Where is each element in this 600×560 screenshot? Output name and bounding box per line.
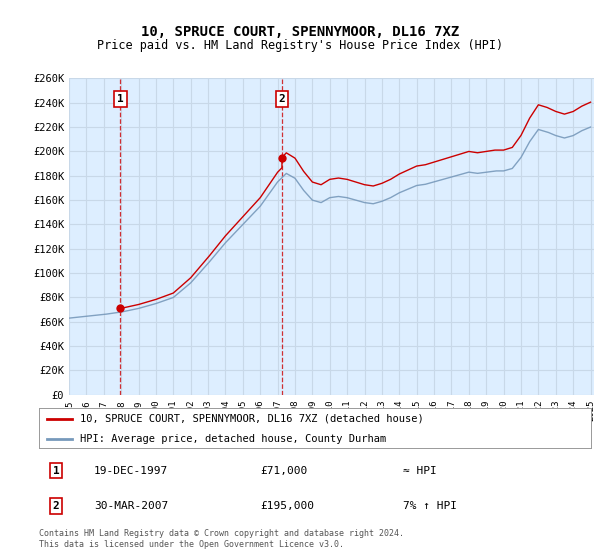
Text: 10, SPRUCE COURT, SPENNYMOOR, DL16 7XZ (detached house): 10, SPRUCE COURT, SPENNYMOOR, DL16 7XZ (… [80, 414, 424, 424]
Text: ≈ HPI: ≈ HPI [403, 465, 437, 475]
Text: 19-DEC-1997: 19-DEC-1997 [94, 465, 169, 475]
Text: 10, SPRUCE COURT, SPENNYMOOR, DL16 7XZ: 10, SPRUCE COURT, SPENNYMOOR, DL16 7XZ [141, 26, 459, 39]
Text: 30-MAR-2007: 30-MAR-2007 [94, 501, 169, 511]
Text: £71,000: £71,000 [260, 465, 307, 475]
Text: Contains HM Land Registry data © Crown copyright and database right 2024.
This d: Contains HM Land Registry data © Crown c… [39, 529, 404, 549]
Text: 7% ↑ HPI: 7% ↑ HPI [403, 501, 457, 511]
Text: HPI: Average price, detached house, County Durham: HPI: Average price, detached house, Coun… [80, 434, 386, 444]
Text: 1: 1 [53, 465, 59, 475]
Text: 1: 1 [117, 94, 124, 104]
Text: 2: 2 [278, 94, 286, 104]
Text: £195,000: £195,000 [260, 501, 314, 511]
Text: 2: 2 [53, 501, 59, 511]
Text: Price paid vs. HM Land Registry's House Price Index (HPI): Price paid vs. HM Land Registry's House … [97, 39, 503, 53]
